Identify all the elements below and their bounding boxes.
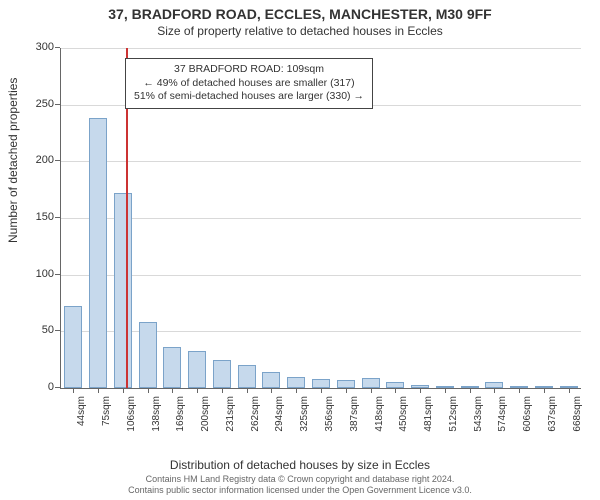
x-tick-mark: [519, 388, 520, 393]
x-tick-label: 138sqm: [151, 396, 162, 456]
histogram-bar: [287, 377, 305, 388]
x-tick-label: 512sqm: [448, 396, 459, 456]
x-tick-label: 75sqm: [101, 396, 112, 456]
histogram-bar: [64, 306, 82, 388]
grid-line: [61, 161, 581, 162]
x-tick-label: 606sqm: [522, 396, 533, 456]
histogram-bar: [238, 365, 256, 388]
chart-subtitle: Size of property relative to detached ho…: [0, 24, 600, 38]
histogram-bar: [188, 351, 206, 388]
histogram-bar: [262, 372, 280, 388]
grid-line: [61, 48, 581, 49]
x-tick-mark: [222, 388, 223, 393]
annotation-line1: 37 BRADFORD ROAD: 109sqm: [134, 63, 364, 77]
y-axis-label: Number of detached properties: [6, 78, 20, 243]
x-tick-mark: [321, 388, 322, 393]
chart-container: 37, BRADFORD ROAD, ECCLES, MANCHESTER, M…: [0, 0, 600, 500]
grid-line: [61, 218, 581, 219]
y-tick-label: 200: [20, 154, 54, 166]
x-tick-label: 106sqm: [126, 396, 137, 456]
x-axis-label: Distribution of detached houses by size …: [0, 458, 600, 472]
x-tick-label: 481sqm: [423, 396, 434, 456]
x-tick-mark: [470, 388, 471, 393]
histogram-bar: [312, 379, 330, 388]
footer-line2: Contains public sector information licen…: [0, 485, 600, 496]
x-tick-label: 356sqm: [324, 396, 335, 456]
x-tick-label: 294sqm: [274, 396, 285, 456]
x-tick-mark: [346, 388, 347, 393]
x-tick-mark: [98, 388, 99, 393]
histogram-bar: [213, 360, 231, 388]
histogram-bar: [362, 378, 380, 388]
x-tick-label: 637sqm: [547, 396, 558, 456]
x-tick-label: 387sqm: [349, 396, 360, 456]
y-tick-label: 100: [20, 268, 54, 280]
x-tick-mark: [420, 388, 421, 393]
x-tick-label: 418sqm: [374, 396, 385, 456]
footer: Contains HM Land Registry data © Crown c…: [0, 474, 600, 496]
x-tick-label: 200sqm: [200, 396, 211, 456]
x-tick-label: 169sqm: [175, 396, 186, 456]
histogram-bar: [139, 322, 157, 388]
x-tick-mark: [148, 388, 149, 393]
x-tick-label: 450sqm: [398, 396, 409, 456]
x-tick-label: 262sqm: [250, 396, 261, 456]
y-tick-label: 250: [20, 98, 54, 110]
x-tick-mark: [544, 388, 545, 393]
x-tick-label: 668sqm: [572, 396, 583, 456]
x-tick-mark: [123, 388, 124, 393]
x-tick-label: 231sqm: [225, 396, 236, 456]
y-tick-label: 50: [20, 324, 54, 336]
annotation-line3: 51% of semi-detached houses are larger (…: [134, 90, 364, 104]
x-tick-mark: [197, 388, 198, 393]
histogram-bar: [337, 380, 355, 388]
x-tick-label: 44sqm: [76, 396, 87, 456]
plot-area: 37 BRADFORD ROAD: 109sqm ← 49% of detach…: [60, 48, 581, 389]
chart-title: 37, BRADFORD ROAD, ECCLES, MANCHESTER, M…: [0, 6, 600, 22]
x-tick-mark: [172, 388, 173, 393]
annotation-box: 37 BRADFORD ROAD: 109sqm ← 49% of detach…: [125, 58, 373, 109]
footer-line1: Contains HM Land Registry data © Crown c…: [0, 474, 600, 485]
x-tick-mark: [569, 388, 570, 393]
histogram-bar: [89, 118, 107, 388]
y-tick-label: 300: [20, 41, 54, 53]
histogram-bar: [163, 347, 181, 388]
grid-line: [61, 275, 581, 276]
annotation-line2: ← 49% of detached houses are smaller (31…: [134, 77, 364, 91]
x-tick-mark: [445, 388, 446, 393]
x-tick-mark: [271, 388, 272, 393]
x-tick-mark: [247, 388, 248, 393]
x-tick-label: 325sqm: [299, 396, 310, 456]
y-tick-label: 0: [20, 381, 54, 393]
x-tick-mark: [73, 388, 74, 393]
x-tick-label: 543sqm: [473, 396, 484, 456]
y-tick-label: 150: [20, 211, 54, 223]
x-tick-mark: [494, 388, 495, 393]
x-tick-mark: [296, 388, 297, 393]
histogram-bar: [114, 193, 132, 388]
x-tick-mark: [371, 388, 372, 393]
x-tick-label: 574sqm: [497, 396, 508, 456]
x-tick-mark: [395, 388, 396, 393]
